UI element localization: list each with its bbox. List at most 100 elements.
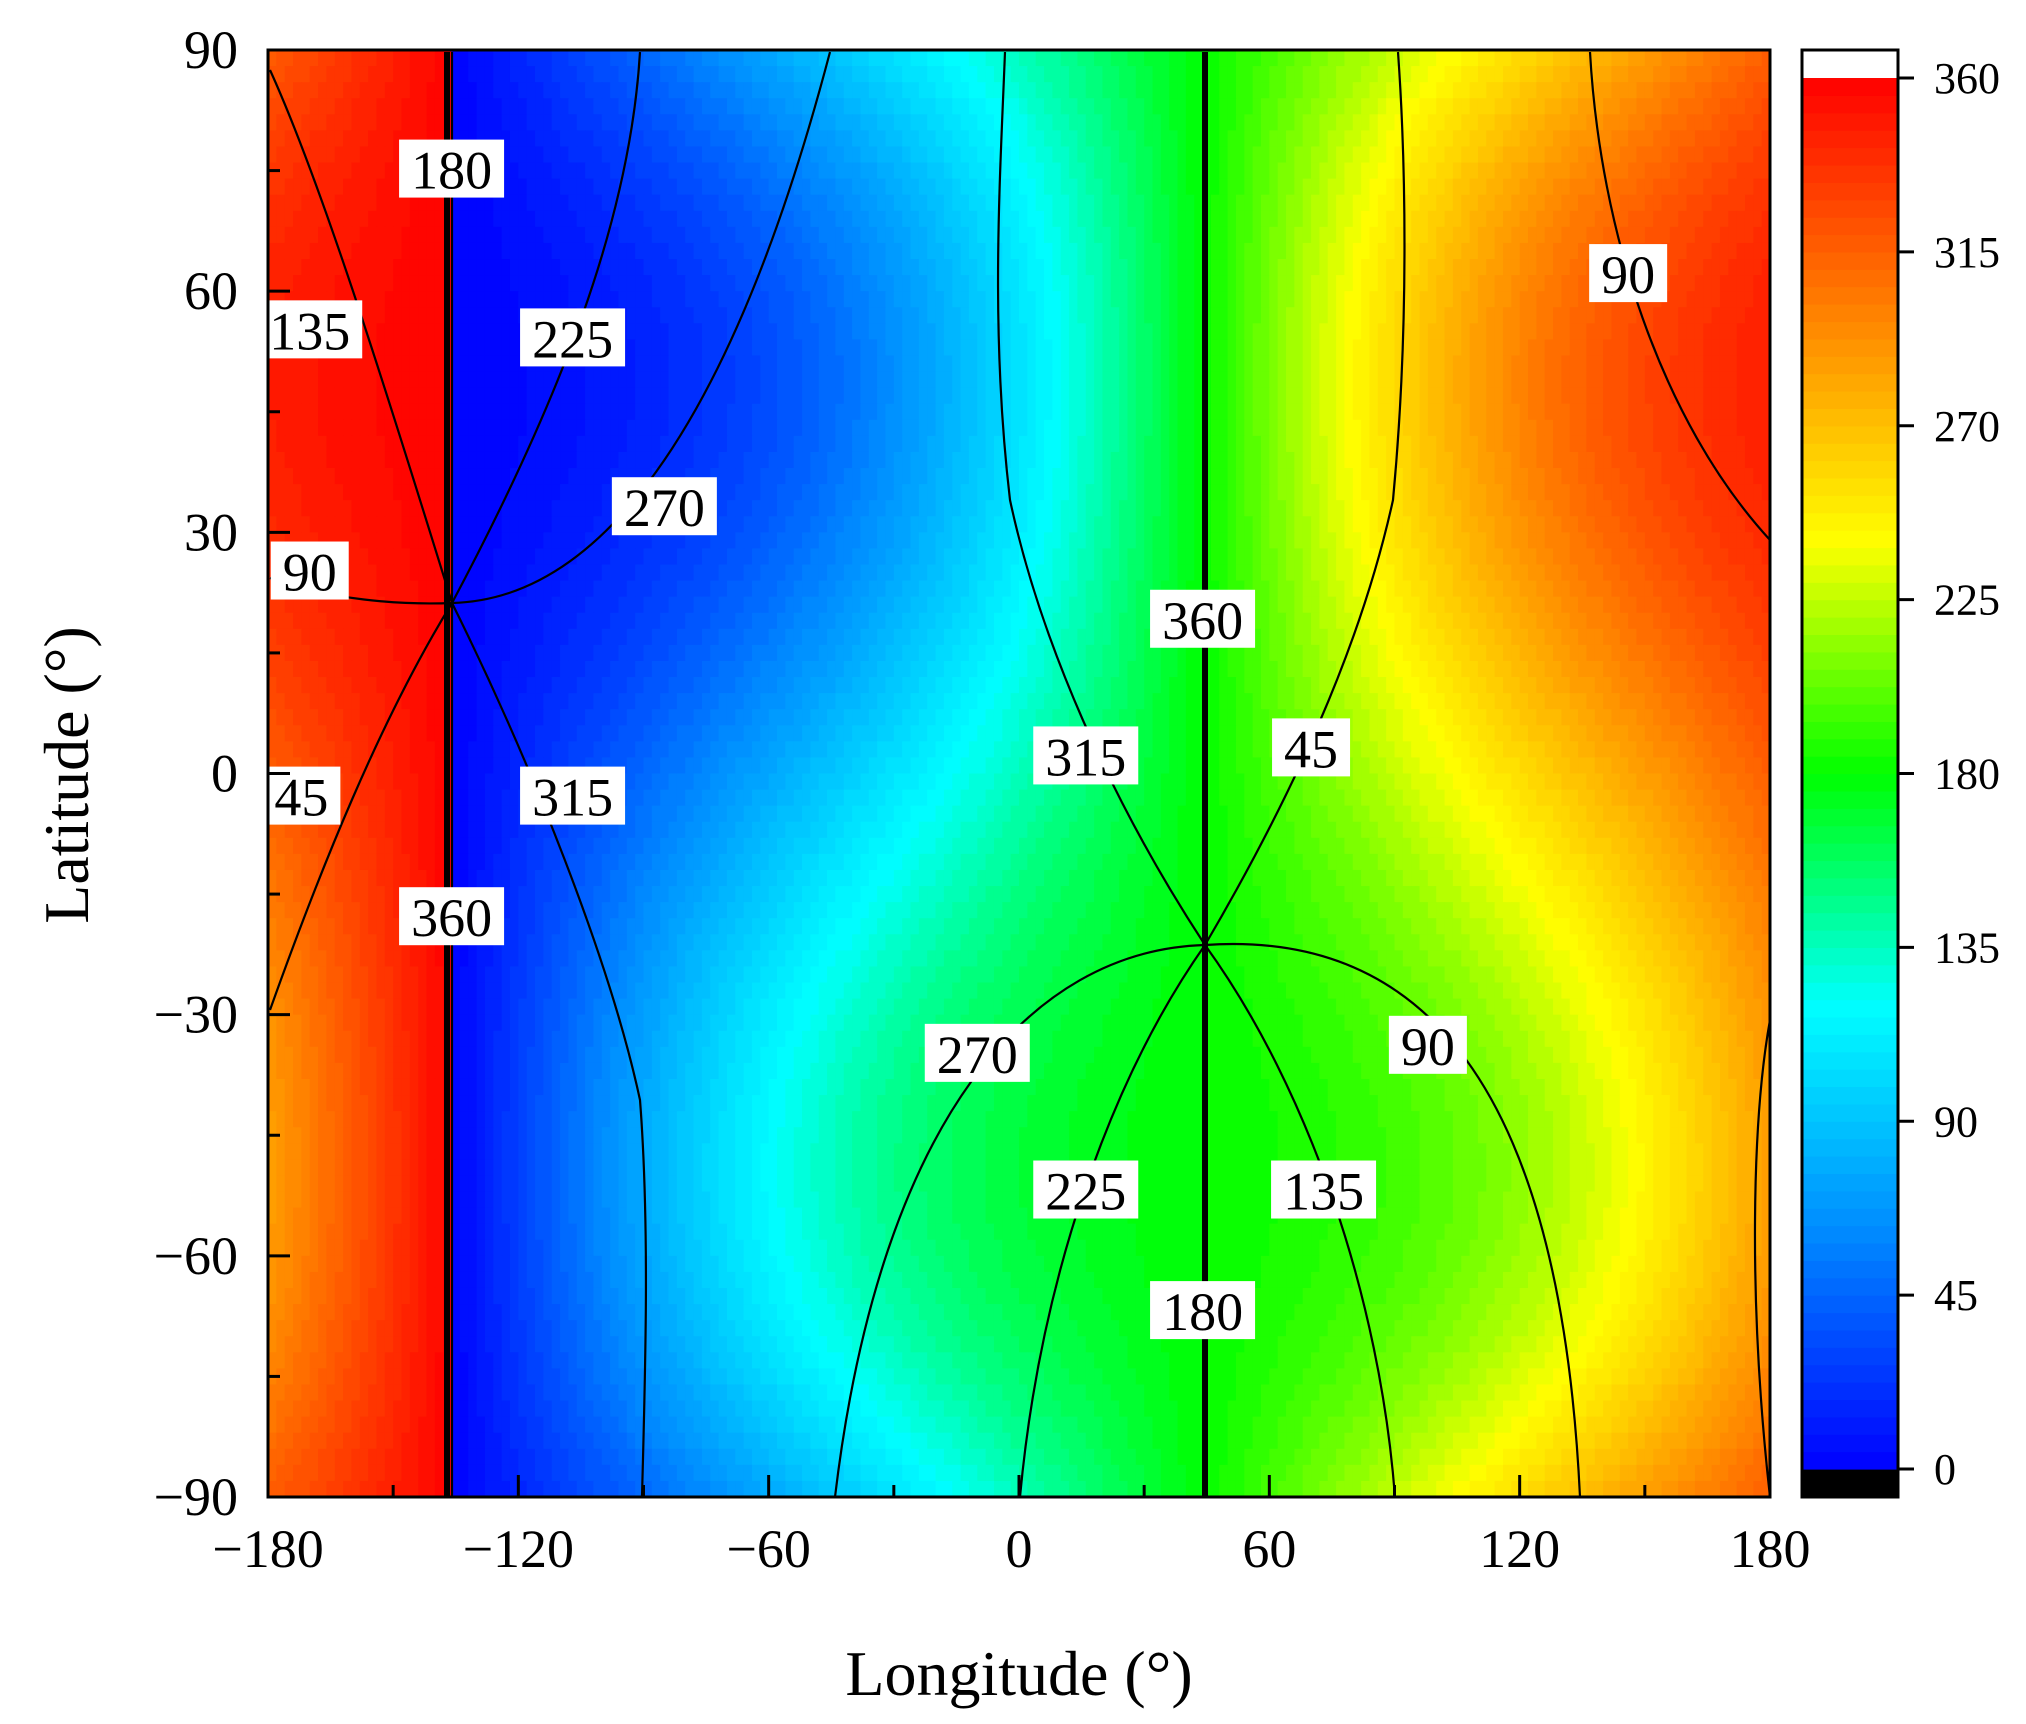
field-cell bbox=[1144, 50, 1153, 67]
field-cell bbox=[1002, 291, 1011, 308]
field-cell bbox=[1528, 98, 1537, 115]
field-cell bbox=[1453, 355, 1462, 372]
field-cell bbox=[986, 339, 995, 356]
field-cell bbox=[877, 130, 886, 147]
field-cell bbox=[735, 339, 744, 356]
field-cell bbox=[961, 195, 970, 212]
field-cell bbox=[1253, 339, 1262, 356]
field-cell bbox=[1361, 323, 1370, 340]
field-cell bbox=[1478, 388, 1487, 405]
field-cell bbox=[568, 114, 577, 131]
field-cell bbox=[1286, 227, 1295, 244]
field-cell bbox=[1753, 195, 1762, 212]
field-cell bbox=[543, 195, 552, 212]
field-cell bbox=[644, 339, 653, 356]
field-cell bbox=[844, 114, 853, 131]
field-cell bbox=[1536, 452, 1545, 469]
field-cell bbox=[919, 163, 928, 180]
field-cell bbox=[1011, 452, 1020, 469]
field-cell bbox=[894, 323, 903, 340]
field-cell bbox=[1303, 468, 1312, 485]
field-cell bbox=[326, 275, 335, 292]
field-cell bbox=[1653, 163, 1662, 180]
field-cell bbox=[1495, 259, 1504, 276]
field-cell bbox=[735, 388, 744, 405]
field-cell bbox=[644, 259, 653, 276]
field-cell bbox=[418, 307, 427, 324]
field-cell bbox=[860, 372, 869, 389]
field-cell bbox=[351, 82, 360, 99]
field-cell bbox=[410, 114, 419, 131]
field-cell bbox=[1077, 468, 1086, 485]
field-cell bbox=[1219, 211, 1228, 228]
field-cell bbox=[1094, 404, 1103, 421]
field-cell bbox=[1745, 130, 1754, 147]
field-cell bbox=[894, 388, 903, 405]
field-cell bbox=[435, 211, 444, 228]
field-cell bbox=[952, 307, 961, 324]
field-cell bbox=[285, 130, 294, 147]
field-cell bbox=[1411, 66, 1420, 83]
field-cell bbox=[1361, 130, 1370, 147]
field-cell bbox=[460, 259, 469, 276]
field-cell bbox=[477, 468, 486, 485]
field-cell bbox=[827, 259, 836, 276]
field-cell bbox=[860, 227, 869, 244]
field-cell bbox=[1178, 323, 1187, 340]
field-cell bbox=[1670, 114, 1679, 131]
field-cell bbox=[1670, 66, 1679, 83]
field-cell bbox=[585, 243, 594, 260]
field-cell bbox=[585, 211, 594, 228]
field-cell bbox=[293, 50, 302, 67]
field-cell bbox=[1436, 98, 1445, 115]
field-cell bbox=[493, 259, 502, 276]
field-cell bbox=[368, 452, 377, 469]
field-cell bbox=[1453, 114, 1462, 131]
field-cell bbox=[485, 468, 494, 485]
field-cell bbox=[986, 146, 995, 163]
field-cell bbox=[1461, 98, 1470, 115]
field-cell bbox=[1086, 307, 1095, 324]
field-cell bbox=[994, 468, 1003, 485]
field-cell bbox=[1578, 259, 1587, 276]
field-cell bbox=[1411, 211, 1420, 228]
field-cell bbox=[1695, 211, 1704, 228]
field-cell bbox=[1603, 307, 1612, 324]
field-cell bbox=[744, 436, 753, 453]
field-cell bbox=[752, 484, 761, 501]
field-cell bbox=[1194, 50, 1203, 67]
field-cell bbox=[1687, 339, 1696, 356]
field-cell bbox=[1069, 339, 1078, 356]
field-cell bbox=[1436, 114, 1445, 131]
field-cell bbox=[969, 227, 978, 244]
field-cell bbox=[844, 163, 853, 180]
field-cell bbox=[1044, 50, 1053, 67]
field-cell bbox=[685, 307, 694, 324]
field-cell bbox=[1495, 227, 1504, 244]
field-cell bbox=[1052, 259, 1061, 276]
field-cell bbox=[902, 291, 911, 308]
field-cell bbox=[669, 227, 678, 244]
field-cell bbox=[1027, 452, 1036, 469]
field-cell bbox=[852, 404, 861, 421]
field-cell bbox=[1061, 404, 1070, 421]
field-cell bbox=[1628, 146, 1637, 163]
field-cell bbox=[1102, 179, 1111, 196]
field-cell bbox=[393, 291, 402, 308]
field-cell bbox=[860, 404, 869, 421]
field-cell bbox=[1211, 339, 1220, 356]
field-cell bbox=[326, 146, 335, 163]
field-cell bbox=[1319, 130, 1328, 147]
field-cell bbox=[1119, 114, 1128, 131]
field-cell bbox=[1636, 66, 1645, 83]
field-cell bbox=[1528, 404, 1537, 421]
field-cell bbox=[1094, 179, 1103, 196]
field-cell bbox=[518, 114, 527, 131]
field-cell bbox=[360, 130, 369, 147]
field-cell bbox=[518, 468, 527, 485]
field-cell bbox=[1178, 163, 1187, 180]
field-cell bbox=[585, 179, 594, 196]
field-cell bbox=[560, 130, 569, 147]
field-cell bbox=[894, 339, 903, 356]
field-cell bbox=[1169, 179, 1178, 196]
